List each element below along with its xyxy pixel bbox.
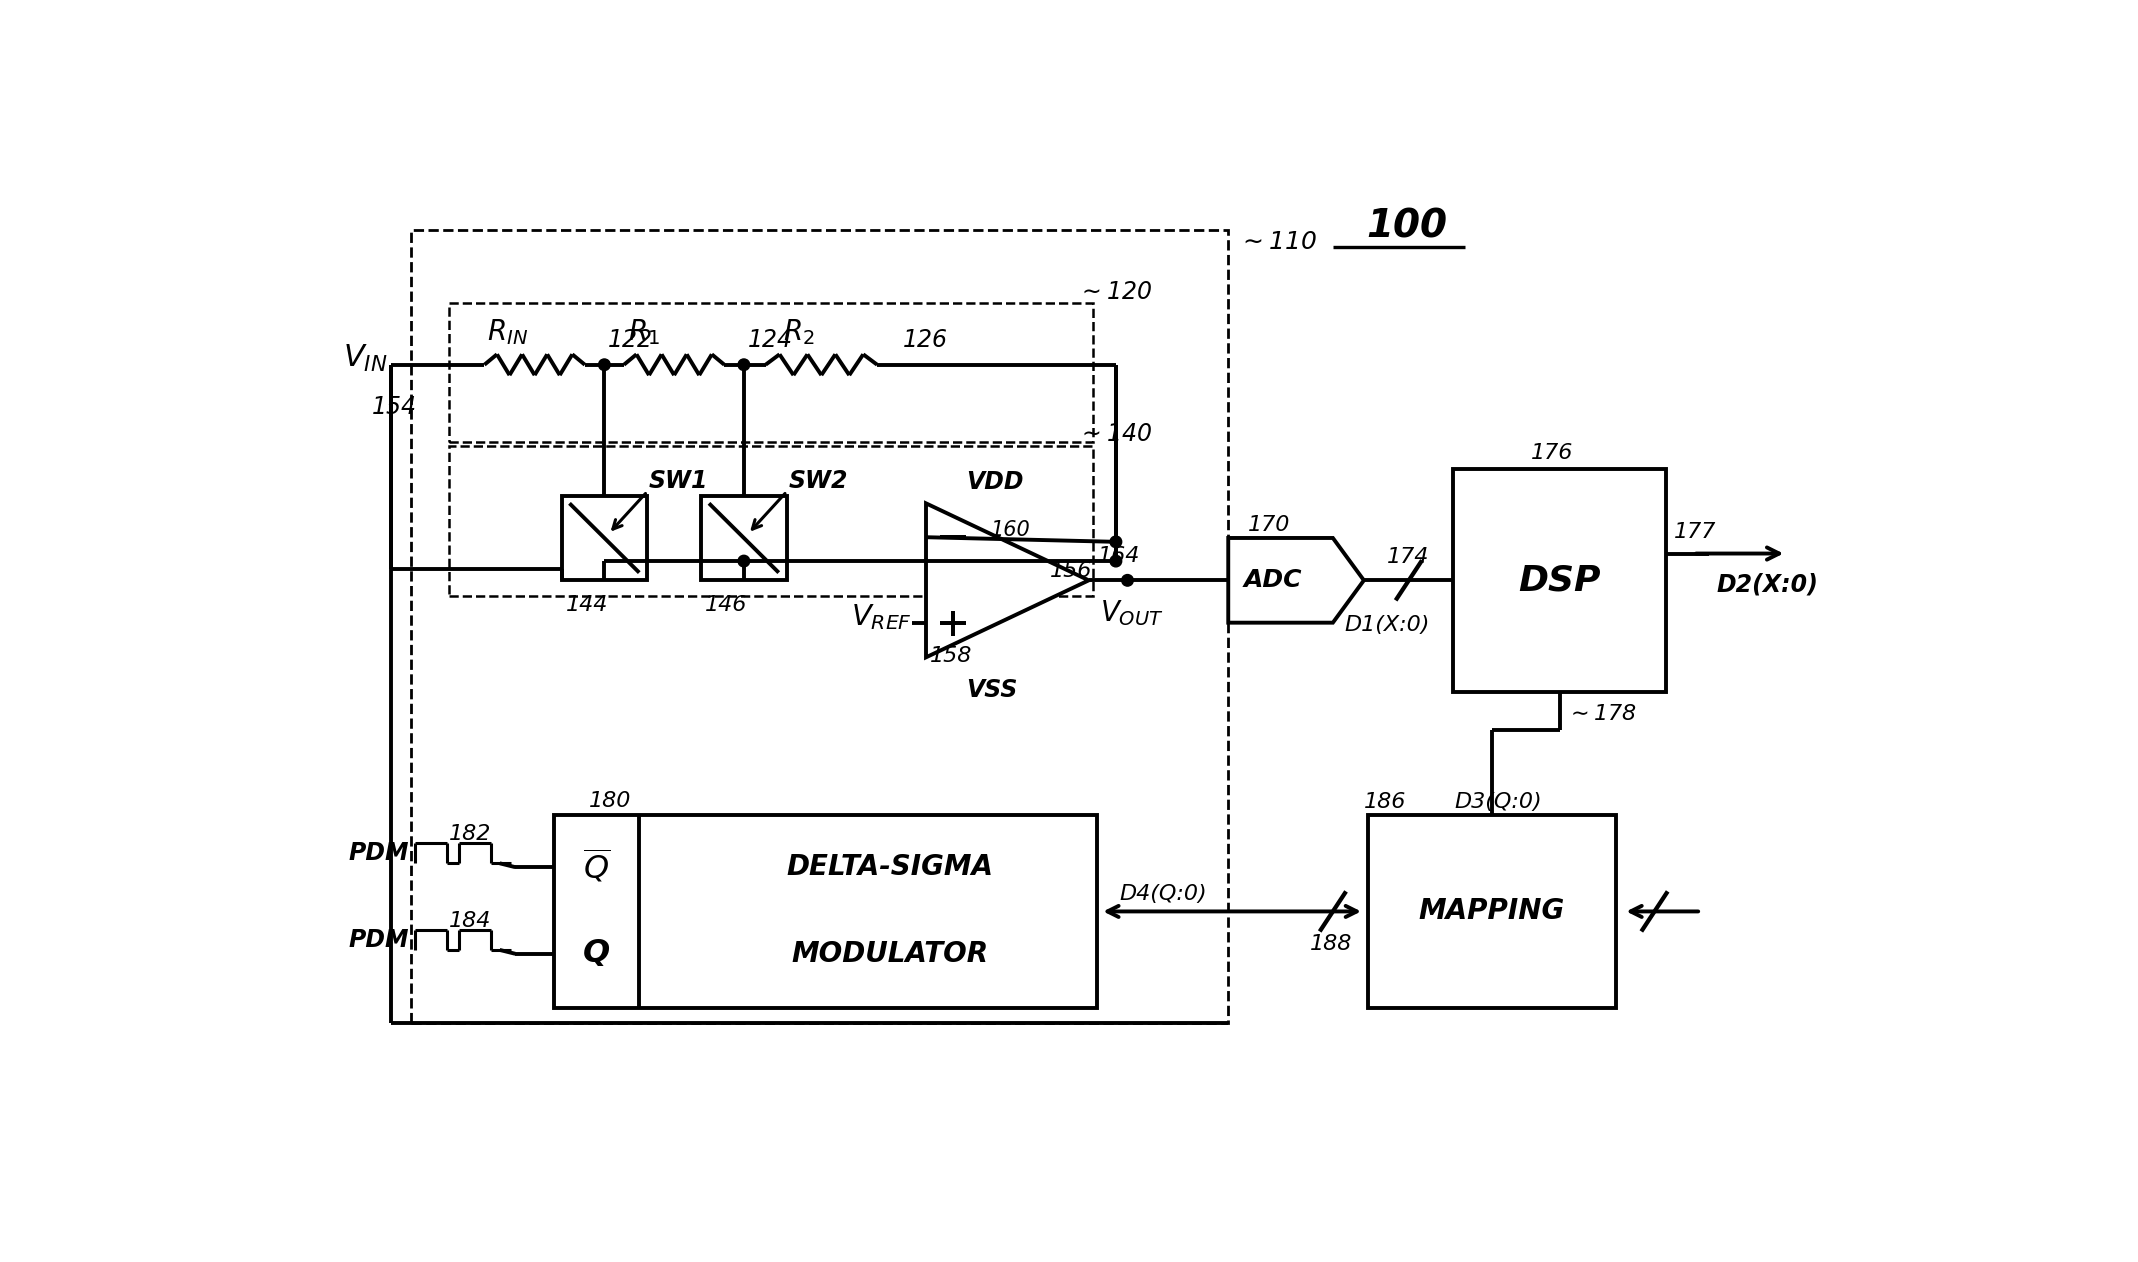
Text: 154: 154 <box>372 395 417 419</box>
Text: 124: 124 <box>748 328 793 352</box>
Circle shape <box>1110 536 1122 548</box>
Text: SW2: SW2 <box>789 469 849 493</box>
Circle shape <box>1110 555 1122 567</box>
Text: MAPPING: MAPPING <box>1420 897 1565 925</box>
Text: 182: 182 <box>449 824 492 844</box>
Text: D3(Q:0): D3(Q:0) <box>1454 793 1541 811</box>
Text: 170: 170 <box>1249 515 1289 535</box>
Circle shape <box>738 358 750 371</box>
Text: 176: 176 <box>1531 443 1574 463</box>
Text: 122: 122 <box>607 328 654 352</box>
Text: D2(X:0): D2(X:0) <box>1717 573 1819 597</box>
Polygon shape <box>1227 538 1364 622</box>
Text: PDM: PDM <box>348 842 408 866</box>
Bar <box>1454 468 1666 692</box>
Bar <box>562 496 648 581</box>
Circle shape <box>599 358 609 371</box>
Text: $R_{IN}$: $R_{IN}$ <box>487 317 528 347</box>
Text: $\sim$140: $\sim$140 <box>1078 422 1152 445</box>
Text: $V_{REF}$: $V_{REF}$ <box>851 602 913 632</box>
Bar <box>449 445 1093 596</box>
Text: 156: 156 <box>1050 562 1093 581</box>
Bar <box>1368 815 1616 1007</box>
Text: DSP: DSP <box>1518 563 1601 597</box>
Text: $\sim$178: $\sim$178 <box>1565 703 1636 723</box>
Bar <box>701 496 787 581</box>
Text: 186: 186 <box>1364 793 1407 811</box>
Text: DELTA-SIGMA: DELTA-SIGMA <box>787 853 994 881</box>
Text: 100: 100 <box>1366 207 1447 245</box>
Text: 184: 184 <box>449 911 492 930</box>
Text: 160: 160 <box>992 520 1031 540</box>
Text: $R_2$: $R_2$ <box>783 317 815 347</box>
Circle shape <box>738 555 750 567</box>
Text: $V_{OUT}$: $V_{OUT}$ <box>1101 598 1163 627</box>
Bar <box>449 303 1093 442</box>
Text: D4(Q:0): D4(Q:0) <box>1120 885 1208 905</box>
Circle shape <box>1122 574 1133 586</box>
Polygon shape <box>926 504 1088 658</box>
Text: $\sim$110: $\sim$110 <box>1238 230 1317 254</box>
Bar <box>410 230 1227 1023</box>
Text: MODULATOR: MODULATOR <box>791 940 990 968</box>
Text: 174: 174 <box>1388 548 1430 567</box>
Bar <box>554 815 1097 1007</box>
Text: VSS: VSS <box>966 678 1018 702</box>
Text: $\sim$120: $\sim$120 <box>1078 280 1152 304</box>
Text: $R_1$: $R_1$ <box>629 317 659 347</box>
Text: 126: 126 <box>902 328 947 352</box>
Text: $\overline{Q}$: $\overline{Q}$ <box>584 848 609 886</box>
Text: SW1: SW1 <box>650 469 708 493</box>
Text: 180: 180 <box>588 791 631 811</box>
Text: 177: 177 <box>1674 522 1717 541</box>
Text: VDD: VDD <box>966 469 1024 493</box>
Text: D1(X:0): D1(X:0) <box>1345 615 1430 635</box>
Text: Q: Q <box>584 938 609 969</box>
Text: 164: 164 <box>1099 545 1140 565</box>
Text: 188: 188 <box>1311 934 1351 954</box>
Text: 144: 144 <box>567 594 607 615</box>
Text: $V_{IN}$: $V_{IN}$ <box>342 343 387 374</box>
Text: ADC: ADC <box>1244 568 1302 592</box>
Text: PDM: PDM <box>348 928 408 952</box>
Text: 158: 158 <box>930 646 973 666</box>
Text: 146: 146 <box>706 594 748 615</box>
